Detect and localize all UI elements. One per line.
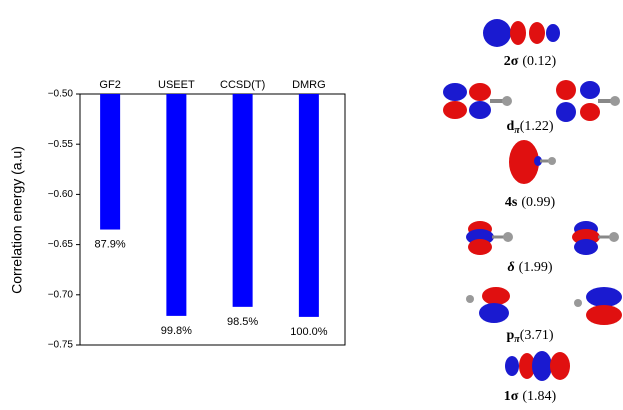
category-label: USEET	[158, 79, 195, 91]
page: {"chart_data": {"type": "bar", "y_label"…	[0, 0, 623, 405]
bar	[166, 94, 186, 316]
orbital-dpi	[443, 80, 620, 122]
orbital-symbol: 2σ	[504, 54, 519, 69]
orbital-symbol: δ	[508, 260, 515, 275]
category-label: GF2	[99, 79, 120, 91]
figure: Correlation energy (a.u) −0.50 −0.55	[0, 0, 623, 405]
bar	[299, 94, 319, 317]
orbital-occupation: (0.99)	[521, 195, 555, 210]
orbital-symbol: 4s	[505, 195, 518, 210]
orbital-symbol: 1σ	[504, 389, 519, 404]
orbital-label: 2σ(0.12)	[504, 54, 557, 69]
y-axis-label: Correlation energy (a.u)	[9, 146, 25, 294]
orbital-occupation: (3.71)	[520, 328, 554, 343]
orbital-label: dπ(1.22)	[506, 119, 553, 136]
orbital-symbol: p	[506, 328, 514, 343]
orbital-occupation: (1.84)	[522, 389, 556, 404]
orbital-symbol: d	[506, 119, 514, 134]
y-tick-label: −0.50	[48, 89, 74, 100]
orbital-label: δ (1.99)	[508, 260, 553, 275]
y-tick-label: −0.60	[48, 189, 74, 200]
orbital-occupation: (1.22)	[520, 119, 554, 134]
orbital-4s	[509, 140, 556, 184]
y-tick-label: −0.65	[48, 239, 74, 250]
orbital-ppi	[466, 287, 622, 325]
bar	[100, 94, 120, 230]
orbital-2sigma	[483, 19, 560, 47]
bar-annotation: 99.8%	[161, 325, 192, 337]
category-label: DMRG	[292, 79, 326, 91]
orbital-label: pπ(3.71)	[506, 328, 553, 345]
orbital-1sigma	[505, 351, 570, 381]
category-label: CCSD(T)	[220, 79, 265, 91]
orbital-label: 1σ(1.84)	[504, 389, 557, 404]
bar	[233, 94, 253, 307]
y-tick-label: −0.75	[48, 340, 74, 351]
orbital-occupation: (1.99)	[519, 260, 553, 275]
y-tick-label: −0.55	[48, 139, 74, 150]
orbital-label: 4s(0.99)	[505, 195, 556, 210]
orbital-delta	[466, 221, 619, 255]
bar-annotation: 98.5%	[227, 316, 258, 328]
bar-annotation: 100.0%	[290, 326, 328, 338]
orbital-occupation: (0.12)	[522, 54, 556, 69]
bar-annotation: 87.9%	[95, 238, 126, 250]
y-tick-label: −0.70	[48, 289, 74, 300]
